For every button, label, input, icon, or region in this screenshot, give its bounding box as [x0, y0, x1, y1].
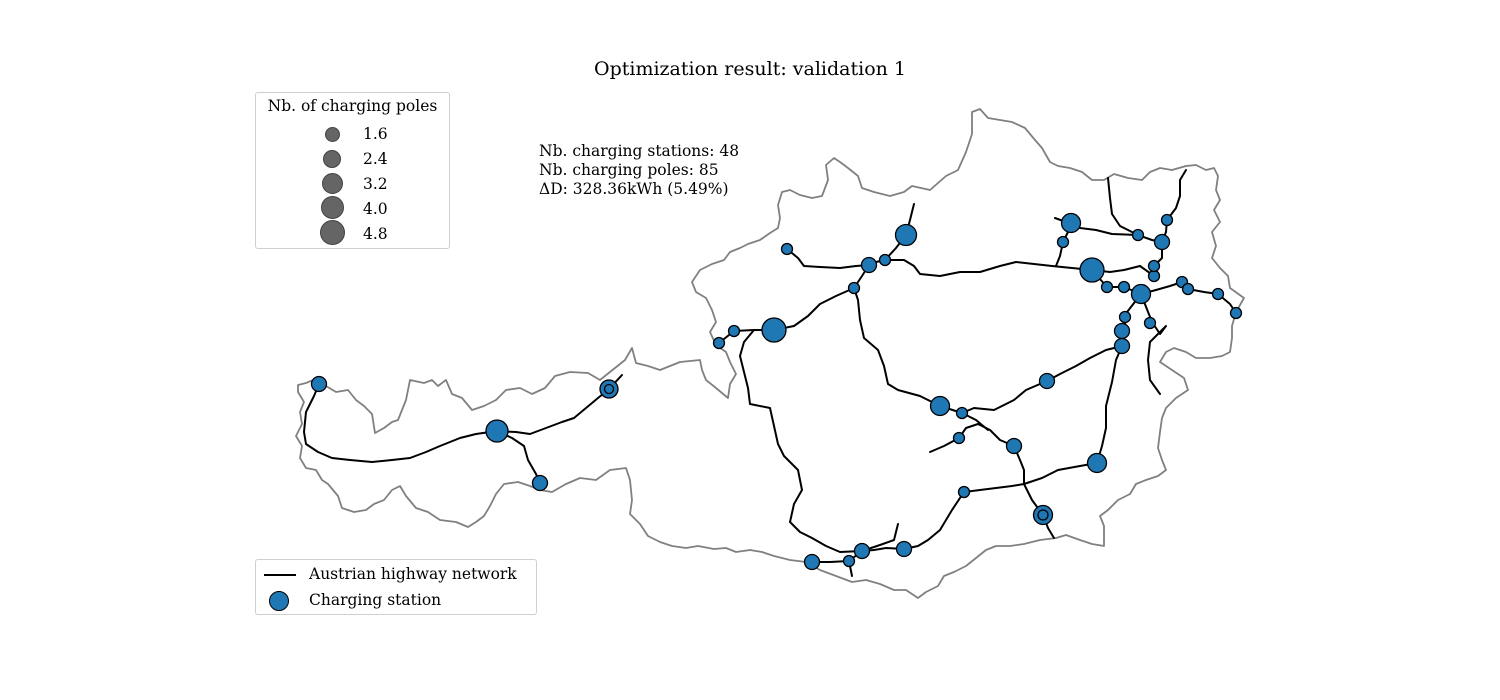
highway-line-swatch	[264, 574, 296, 576]
highway-a9	[739, 329, 899, 553]
highway-danube	[786, 248, 870, 269]
map-title: Optimization result: validation 1	[594, 58, 906, 80]
charging-station-marker	[1117, 280, 1131, 294]
stats-poles: Nb. charging poles: 85	[539, 161, 719, 179]
size-marker	[323, 150, 341, 168]
legend-size-row: 4.0	[256, 196, 451, 223]
charging-station-marker	[894, 223, 918, 247]
charging-station-marker	[929, 395, 951, 417]
size-label: 1.6	[363, 125, 388, 143]
size-label: 4.8	[363, 225, 388, 243]
charging-station-marker	[1130, 283, 1152, 305]
station-swatch	[269, 591, 289, 611]
legend-size-row: 2.4	[256, 148, 451, 173]
charging-station-marker	[1147, 259, 1161, 273]
highway-south	[811, 345, 1123, 563]
legend-highway-label: Austrian highway network	[309, 565, 517, 583]
charging-station-marker	[853, 542, 871, 560]
legend-station-row: Charging station	[256, 588, 538, 612]
highway-a9-east	[929, 423, 1025, 485]
pole-size-legend-title: Nb. of charging poles	[267, 97, 438, 115]
legend-highway-row: Austrian highway network	[256, 562, 538, 586]
size-label: 4.0	[363, 200, 388, 218]
stats-delta: ΔD: 328.36kWh (5.49%)	[539, 180, 729, 198]
charging-station-marker	[1181, 282, 1195, 296]
size-label: 2.4	[363, 150, 388, 168]
charging-station-marker	[957, 485, 971, 499]
highway-a5	[1071, 223, 1163, 243]
legend-size-row: 1.6	[256, 123, 451, 148]
charging-station-marker	[1118, 310, 1132, 324]
charging-station-marker	[1086, 452, 1108, 474]
size-marker	[320, 220, 345, 245]
highway-west-east	[718, 203, 915, 344]
charging-station-marker	[603, 383, 615, 395]
charging-station-marker	[1131, 228, 1145, 242]
highway-west	[303, 374, 623, 463]
charging-station-marker	[803, 553, 821, 571]
charging-station-marker	[1153, 233, 1171, 251]
charging-station-marker	[1113, 337, 1131, 355]
austria-border	[295, 108, 1245, 599]
network-legend: Austrian highway network Charging statio…	[255, 559, 537, 615]
charging-station-marker	[847, 281, 861, 295]
size-marker	[325, 127, 340, 142]
charging-station-marker	[1038, 372, 1056, 390]
stats-stations: Nb. charging stations: 48	[539, 142, 740, 160]
size-label: 3.2	[363, 175, 388, 193]
highway-brenner	[496, 430, 541, 484]
charging-station-marker	[1143, 316, 1157, 330]
charging-station-marker	[1229, 306, 1243, 320]
charging-station-marker	[1079, 257, 1105, 283]
charging-station-marker	[310, 375, 328, 393]
legend-size-row: 4.8	[256, 220, 451, 248]
charging-station-marker	[1056, 235, 1070, 249]
highway-network	[303, 169, 1237, 577]
charging-station-marker	[1060, 212, 1082, 234]
highway-a22	[1107, 177, 1139, 236]
charging-station-marker	[955, 406, 969, 420]
charging-station-marker	[531, 474, 549, 492]
legend-station-label: Charging station	[309, 591, 442, 609]
charging-station-marker	[712, 336, 726, 350]
charging-station-marker	[761, 317, 787, 343]
charging-station-marker	[952, 431, 966, 445]
charging-station-marker	[485, 419, 509, 443]
charging-station-marker	[727, 324, 741, 338]
highway-south-axis	[853, 287, 1123, 414]
charging-station-marker	[860, 256, 878, 274]
charging-stations	[310, 212, 1243, 571]
charging-station-marker	[1160, 213, 1174, 227]
charging-station-marker	[895, 540, 913, 558]
charging-station-marker	[1005, 437, 1023, 455]
charging-station-marker	[1100, 280, 1114, 294]
charging-station-marker	[1211, 287, 1225, 301]
charging-station-marker	[878, 253, 892, 267]
charging-station-marker	[842, 554, 856, 568]
size-marker	[321, 196, 344, 219]
charging-station-marker	[1037, 509, 1049, 521]
charging-station-marker	[1113, 322, 1131, 340]
stats-box: Nb. charging stations: 48 Nb. charging p…	[539, 142, 739, 199]
pole-size-legend: Nb. of charging poles 1.6 2.4 3.2 4.0 4.…	[255, 92, 450, 249]
size-marker	[322, 173, 343, 194]
legend-size-row: 3.2	[256, 173, 451, 198]
charging-station-marker	[780, 242, 794, 256]
